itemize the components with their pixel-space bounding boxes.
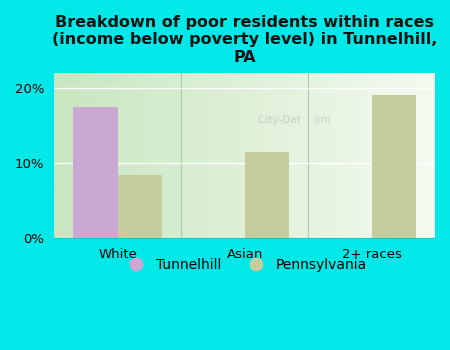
Text: City-Dat    om: City-Dat om — [258, 114, 330, 125]
Bar — [118, 175, 162, 238]
Title: Breakdown of poor residents within races
(income below poverty level) in Tunnelh: Breakdown of poor residents within races… — [52, 15, 437, 65]
Bar — [245, 152, 289, 238]
Bar — [73, 107, 118, 238]
Legend: Tunnelhill, Pennsylvania: Tunnelhill, Pennsylvania — [117, 253, 372, 278]
Bar — [372, 96, 416, 238]
